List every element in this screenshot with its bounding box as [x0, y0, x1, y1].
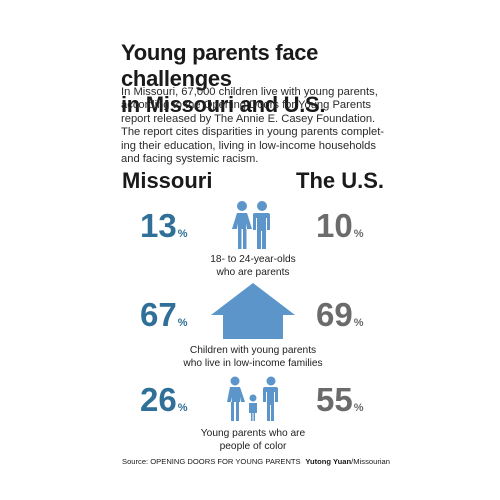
stat-unit: %	[177, 402, 188, 414]
credit-name: Yutong Yuan	[305, 457, 352, 466]
headline-line-1: Young parents face challenges	[121, 40, 319, 91]
family-icon	[227, 376, 278, 421]
caption-line: people of color	[219, 440, 287, 452]
stat-unit: %	[177, 317, 188, 329]
caption-line: 18- to 24-year-olds	[210, 254, 296, 265]
caption-parents: 18- to 24-year-olds who are parents	[170, 254, 336, 279]
caption-line: who are parents	[216, 266, 290, 278]
stat-unit: %	[177, 228, 188, 240]
us-stat-people-of-color: 55%	[316, 382, 364, 426]
us-column-heading: The U.S.	[296, 168, 385, 193]
house-icon	[211, 283, 295, 339]
intro-line: ing their education, living in low-incom…	[121, 139, 376, 152]
stat-value: 10	[316, 207, 353, 244]
headline-line-2: in Missouri and U.S.	[121, 92, 326, 117]
intro-paragraph: In Missouri, 67,000 children live with y…	[121, 86, 391, 166]
missouri-stat-parents: 13%	[140, 208, 188, 252]
intro-line: report released by The Annie E. Casey Fo…	[121, 112, 376, 125]
caption-line: who live in low-income families	[183, 357, 323, 369]
stat-value: 69	[316, 296, 353, 333]
us-stat-low-income: 69%	[316, 297, 364, 341]
caption-line: Young parents who are	[200, 428, 306, 439]
stat-value: 26	[140, 381, 177, 418]
stat-unit: %	[353, 402, 364, 414]
credit: Yutong Yuan/Missourian	[305, 457, 390, 467]
intro-line: according to the Opening Doors for Young…	[121, 99, 372, 112]
caption-line: Children with young parents	[189, 345, 317, 356]
stat-value: 55	[316, 381, 353, 418]
credit-org: /Missourian	[351, 457, 390, 466]
stat-unit: %	[353, 317, 364, 329]
stat-unit: %	[353, 228, 364, 240]
us-stat-parents: 10%	[316, 208, 364, 252]
headline: Young parents face challenges in Missour…	[121, 40, 391, 118]
source-text: Source: OPENING DOORS FOR YOUNG PARENTS	[122, 457, 301, 466]
stat-value: 67	[140, 296, 177, 333]
intro-line: The report cites disparities in young pa…	[121, 126, 385, 139]
caption-people-of-color: Young parents who are people of color	[170, 428, 336, 453]
couple-icon	[232, 201, 270, 249]
missouri-stat-low-income: 67%	[140, 297, 188, 341]
stat-value: 13	[140, 207, 177, 244]
intro-line: In Missouri, 67,000 children live with y…	[121, 86, 378, 98]
intro-line: and facing systemic racism.	[121, 153, 259, 166]
missouri-stat-people-of-color: 26%	[140, 382, 188, 426]
source-line: Source: OPENING DOORS FOR YOUNG PARENTS …	[122, 457, 390, 467]
missouri-column-heading: Missouri	[122, 168, 213, 193]
caption-low-income: Children with young parents who live in …	[150, 345, 356, 370]
